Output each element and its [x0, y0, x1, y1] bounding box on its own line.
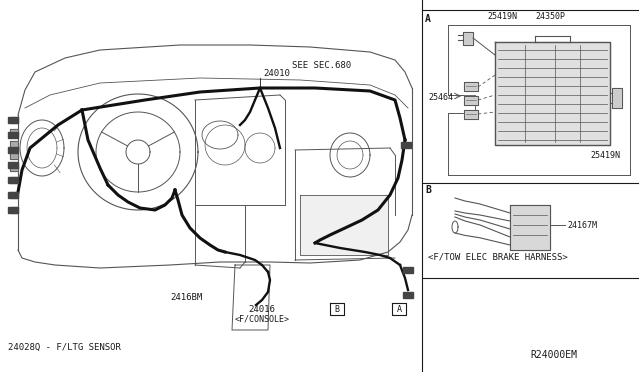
Polygon shape — [8, 192, 18, 198]
Polygon shape — [8, 162, 18, 168]
Polygon shape — [8, 117, 18, 123]
Text: 24016: 24016 — [248, 305, 275, 314]
Polygon shape — [8, 147, 18, 153]
Text: SEE SEC.680: SEE SEC.680 — [292, 61, 351, 70]
Polygon shape — [330, 303, 344, 315]
Polygon shape — [495, 42, 610, 145]
Text: R24000EM: R24000EM — [530, 350, 577, 360]
Text: 2416BM: 2416BM — [170, 293, 202, 302]
Polygon shape — [8, 207, 18, 213]
Polygon shape — [464, 110, 478, 119]
Polygon shape — [10, 177, 18, 183]
Polygon shape — [392, 303, 406, 315]
Text: A: A — [397, 305, 401, 314]
Text: B: B — [335, 305, 339, 314]
Polygon shape — [403, 267, 413, 273]
Polygon shape — [10, 117, 18, 123]
Text: 24350P: 24350P — [535, 12, 565, 21]
Polygon shape — [8, 177, 18, 183]
Text: <F/TOW ELEC BRAKE HARNESS>: <F/TOW ELEC BRAKE HARNESS> — [428, 253, 568, 262]
Polygon shape — [463, 32, 473, 45]
Polygon shape — [10, 153, 18, 159]
Polygon shape — [10, 165, 18, 171]
Polygon shape — [10, 192, 18, 198]
Polygon shape — [10, 207, 18, 213]
Polygon shape — [464, 82, 478, 91]
Polygon shape — [510, 205, 550, 250]
Polygon shape — [464, 96, 478, 105]
Polygon shape — [8, 132, 18, 138]
Text: <F/CONSOLE>: <F/CONSOLE> — [235, 315, 290, 324]
Text: 25419N: 25419N — [487, 12, 517, 21]
Polygon shape — [403, 292, 413, 298]
Polygon shape — [10, 129, 18, 135]
Text: 25419N: 25419N — [590, 151, 620, 160]
Text: 25464: 25464 — [428, 93, 453, 102]
Text: A: A — [425, 14, 431, 24]
Polygon shape — [10, 141, 18, 147]
Polygon shape — [612, 88, 622, 108]
Text: 24167M: 24167M — [567, 221, 597, 230]
Text: 24028Q - F/LTG SENSOR: 24028Q - F/LTG SENSOR — [8, 343, 121, 352]
Polygon shape — [300, 195, 388, 255]
Polygon shape — [401, 142, 411, 148]
Text: 24010: 24010 — [263, 69, 290, 78]
Text: B: B — [425, 185, 431, 195]
